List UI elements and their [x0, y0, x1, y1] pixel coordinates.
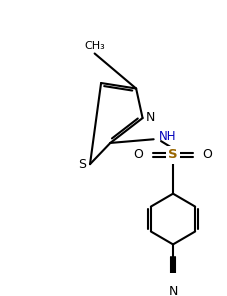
Text: N: N [168, 285, 177, 296]
Text: S: S [78, 158, 86, 171]
Text: N: N [145, 111, 154, 124]
Text: S: S [168, 148, 177, 161]
Text: CH₃: CH₃ [84, 41, 105, 51]
Text: O: O [202, 148, 212, 161]
Text: O: O [133, 148, 143, 161]
Text: NH: NH [158, 130, 176, 143]
